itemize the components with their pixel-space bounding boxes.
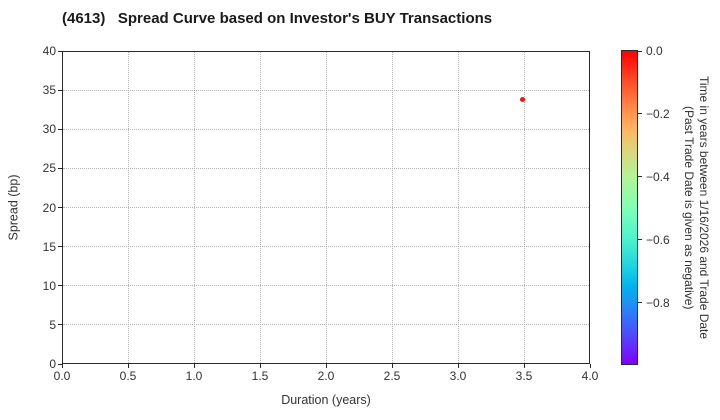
colorbar-tick-label: 0.0: [646, 44, 663, 58]
colorbar-tick-label: −0.2: [646, 107, 670, 121]
y-tick-label: 5: [49, 317, 56, 332]
y-gridline: [63, 207, 589, 208]
y-tick-mark: [58, 246, 62, 248]
y-tick-mark: [58, 89, 62, 91]
x-tick-mark: [61, 364, 63, 368]
x-tick-mark: [259, 364, 261, 368]
y-gridline: [63, 324, 589, 326]
y-tick-mark: [58, 363, 62, 365]
y-gridline: [63, 246, 589, 248]
colorbar-axis-label: Time in years between 1/16/2026 and Trad…: [681, 51, 711, 364]
y-tick-label: 15: [42, 239, 56, 254]
x-tick-mark: [391, 364, 393, 368]
x-tick-label: 3.5: [515, 369, 533, 383]
y-axis-label: Spread (bp): [6, 174, 21, 241]
y-tick-label: 35: [42, 83, 56, 98]
colorbar-gradient: [621, 50, 638, 365]
y-tick-mark: [58, 50, 62, 52]
y-gridline: [63, 128, 589, 130]
colorbar-tick-label: −0.4: [646, 170, 670, 184]
y-tick-label: 25: [42, 161, 56, 176]
x-tick-mark: [457, 364, 459, 368]
y-gridline: [63, 167, 589, 169]
x-tick-mark: [589, 364, 591, 368]
y-tick-label: 20: [42, 200, 56, 215]
chart-title: (4613) Spread Curve based on Investor's …: [62, 10, 493, 27]
x-tick-mark: [523, 364, 525, 368]
y-tick-label: 30: [42, 122, 56, 137]
y-tick-mark: [58, 207, 62, 208]
colorbar-tick-mark: [638, 238, 642, 240]
colorbar-tick-mark: [638, 112, 642, 114]
x-tick-mark: [193, 364, 195, 368]
x-tick-label: 0.5: [119, 369, 137, 383]
x-axis-label: Duration (years): [281, 393, 371, 407]
colorbar-tick-mark: [638, 301, 642, 303]
x-tick-label: 0.0: [53, 369, 71, 383]
y-tick-mark: [58, 167, 62, 169]
colorbar-tick-mark: [638, 50, 642, 52]
x-tick-label: 3.0: [449, 369, 467, 383]
y-tick-mark: [58, 324, 62, 326]
y-tick-mark: [58, 128, 62, 130]
x-tick-label: 1.0: [185, 369, 203, 383]
colorbar-tick-mark: [638, 175, 642, 177]
data-point: [520, 97, 526, 102]
x-tick-label: 4.0: [581, 369, 599, 383]
colorbar-label-line2: (Past Trade Date is given as negative): [682, 105, 696, 310]
colorbar-label-line1: Time in years between 1/16/2026 and Trad…: [697, 75, 711, 340]
y-tick-mark: [58, 285, 62, 287]
x-tick-label: 2.5: [383, 369, 401, 383]
y-tick-label: 10: [42, 278, 56, 293]
y-tick-label: 0: [49, 357, 56, 371]
y-tick-label: 40: [42, 44, 56, 58]
x-tick-label: 1.5: [251, 369, 269, 383]
x-tick-mark: [325, 364, 327, 368]
x-tick-mark: [127, 364, 129, 368]
colorbar-tick-label: −0.6: [646, 233, 670, 247]
y-gridline: [63, 285, 589, 287]
x-tick-label: 2.0: [317, 369, 335, 383]
y-gridline: [63, 89, 589, 91]
colorbar-tick-label: −0.8: [646, 296, 670, 310]
